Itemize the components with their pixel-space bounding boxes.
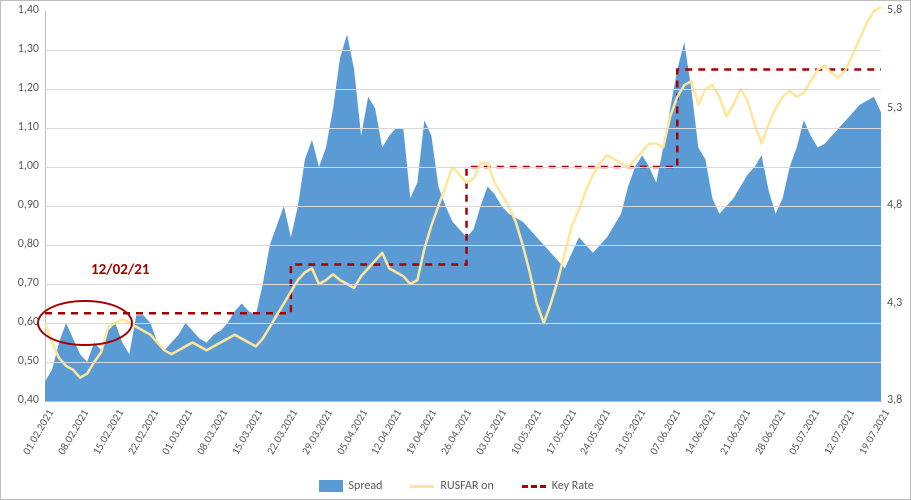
- y-right-tick: 4,3: [887, 296, 902, 310]
- y-left-tick: 0,90: [1, 198, 39, 212]
- legend-item-rusfar: RUSFAR on: [410, 479, 493, 493]
- y-left-tick: 1,10: [1, 120, 39, 134]
- legend-swatch: [522, 485, 546, 488]
- y-right-tick: 5,8: [887, 3, 902, 17]
- y-left-tick: 0,70: [1, 276, 39, 290]
- gridline: [45, 362, 881, 363]
- gridline: [45, 284, 881, 285]
- y-left-tick: 0,80: [1, 237, 39, 251]
- y-left-tick: 0,40: [1, 393, 39, 407]
- y-left-tick: 1,30: [1, 42, 39, 56]
- y-left-tick: 1,00: [1, 159, 39, 173]
- legend-label: Spread: [349, 479, 383, 493]
- gridline: [45, 128, 881, 129]
- legend: Spread RUSFAR on Key Rate: [319, 479, 594, 493]
- legend-swatch: [410, 485, 434, 488]
- y-left-tick: 1,40: [1, 3, 39, 17]
- gridline: [45, 167, 881, 168]
- y-left-tick: 0,50: [1, 354, 39, 368]
- y-left-tick: 0,60: [1, 315, 39, 329]
- legend-swatch: [319, 480, 343, 492]
- y-right-tick: 4,8: [887, 198, 902, 212]
- gridline: [45, 323, 881, 324]
- legend-label: RUSFAR on: [440, 479, 493, 493]
- y-right-tick: 3,8: [887, 393, 902, 407]
- combo-chart: 0,40 0,50 0,60 0,70 0,80 0,90 1,00 1,10 1,20 1,30…: [0, 0, 911, 500]
- y-left-tick: 1,20: [1, 81, 39, 95]
- legend-item-spread: Spread: [319, 479, 383, 493]
- gridline: [45, 206, 881, 207]
- legend-item-keyrate: Key Rate: [522, 479, 594, 493]
- gridline: [45, 89, 881, 90]
- legend-label: Key Rate: [552, 479, 594, 493]
- y-right-tick: 5,3: [887, 101, 902, 115]
- annotation-ellipse: [37, 300, 133, 347]
- gridline: [45, 245, 881, 246]
- gridline: [45, 50, 881, 51]
- date-annotation: 12/02/21: [91, 261, 150, 279]
